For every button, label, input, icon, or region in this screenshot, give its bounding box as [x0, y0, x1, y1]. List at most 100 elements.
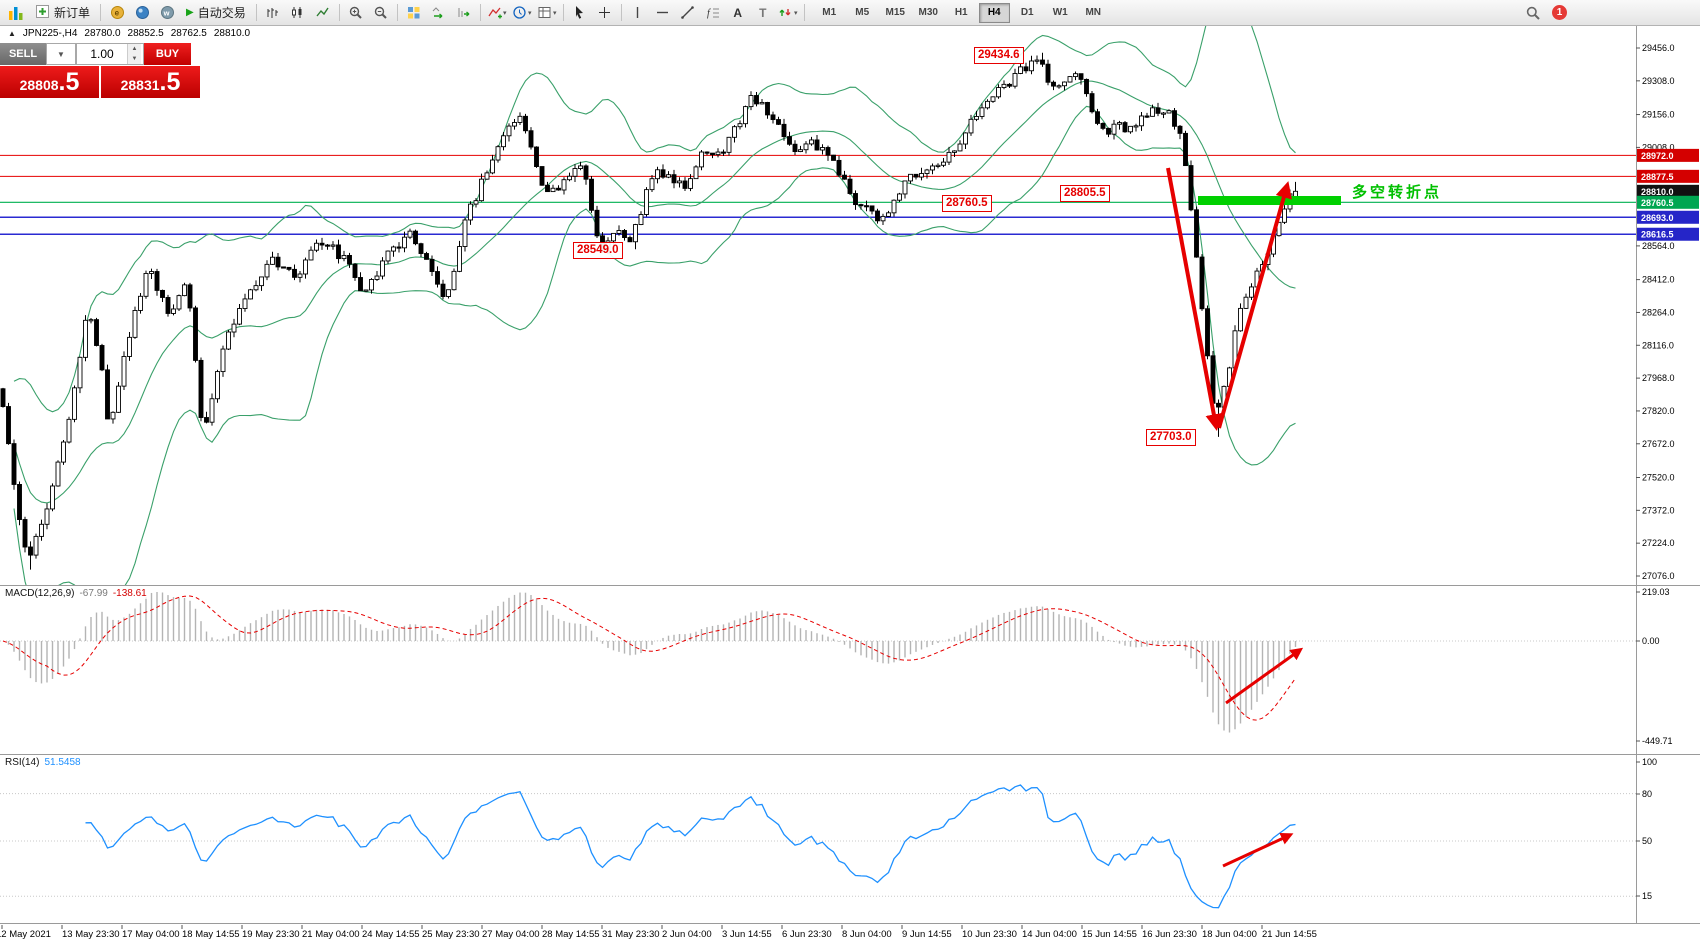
- horizontal-line-icon[interactable]: [651, 3, 675, 23]
- mql5-icon[interactable]: w: [155, 3, 179, 23]
- svg-text:15: 15: [1642, 891, 1652, 901]
- new-order-button[interactable]: 新订单: [29, 3, 96, 23]
- timeframe-button-m30[interactable]: M30: [918, 6, 938, 18]
- autotrading-button[interactable]: ▶ 自动交易: [180, 3, 252, 23]
- svg-text:w: w: [162, 8, 169, 17]
- svg-text:29156.0: 29156.0: [1642, 110, 1675, 120]
- svg-text:0.00: 0.00: [1642, 636, 1660, 646]
- svg-text:9 Jun 14:55: 9 Jun 14:55: [902, 929, 952, 940]
- sell-price-display[interactable]: 28808.5: [0, 66, 99, 98]
- svg-text:27520.0: 27520.0: [1642, 472, 1675, 482]
- cursor-icon[interactable]: [568, 3, 592, 23]
- text-tool-icon[interactable]: A: [733, 5, 743, 20]
- price-callout[interactable]: 28760.5: [942, 195, 992, 212]
- vertical-line-icon[interactable]: [626, 3, 650, 23]
- svg-text:28 May 14:55: 28 May 14:55: [542, 929, 600, 940]
- volume-input[interactable]: [77, 44, 127, 64]
- svg-text:28972.0: 28972.0: [1641, 151, 1674, 161]
- timeframe-group: M1 M5 M15 M30 H1 H4 D1 W1 MN: [813, 2, 1110, 23]
- stepper-up-icon[interactable]: ▲: [128, 44, 141, 54]
- indicators-icon[interactable]: ▾: [485, 3, 509, 23]
- price-marker: [1637, 195, 1699, 209]
- chart-shift-icon[interactable]: [452, 3, 476, 23]
- new-order-label: 新订单: [54, 6, 91, 20]
- rsi-value: 51.5458: [44, 757, 81, 768]
- timeframe-button-m15[interactable]: M15: [885, 6, 905, 18]
- buy-price-display[interactable]: 28831.5: [101, 66, 200, 98]
- arrows-tool-icon[interactable]: ▾: [776, 3, 800, 23]
- community-icon[interactable]: [130, 3, 154, 23]
- svg-text:28412.0: 28412.0: [1642, 275, 1675, 285]
- svg-text:19 May 23:30: 19 May 23:30: [242, 929, 300, 940]
- svg-text:18 Jun 04:00: 18 Jun 04:00: [1202, 929, 1257, 940]
- rsi-pane[interactable]: [0, 784, 1636, 909]
- fibonacci-icon[interactable]: f: [701, 3, 725, 23]
- line-chart-icon[interactable]: [311, 3, 335, 23]
- svg-text:28264.0: 28264.0: [1642, 307, 1675, 317]
- svg-text:100: 100: [1642, 757, 1657, 767]
- time-axis[interactable]: 12 May 2021 13 May 23:30 17 May 04:00 18 Ma…: [0, 925, 1317, 940]
- timeframe-button-m5[interactable]: M5: [855, 6, 870, 18]
- volume-stepper[interactable]: ▲ ▼: [127, 44, 141, 64]
- sell-price-pips: .5: [58, 68, 80, 96]
- toolbar-separator: [396, 4, 398, 21]
- bar-chart-icon[interactable]: [261, 3, 285, 23]
- search-icon[interactable]: [1521, 3, 1545, 23]
- collapse-triangle-icon[interactable]: ▲: [8, 29, 16, 38]
- svg-text:18 May 14:55: 18 May 14:55: [182, 929, 240, 940]
- price-callout[interactable]: 27703.0: [1146, 429, 1196, 446]
- svg-text:28693.0: 28693.0: [1641, 213, 1674, 223]
- timeframe-button-d1[interactable]: D1: [1020, 6, 1034, 18]
- zoom-out-icon[interactable]: [369, 3, 393, 23]
- toolbar-separator: [479, 4, 481, 21]
- svg-text:13 May 23:30: 13 May 23:30: [62, 929, 120, 940]
- sell-button[interactable]: SELL: [0, 43, 46, 65]
- price-callout[interactable]: 28549.0: [573, 242, 623, 259]
- svg-text:12 May 2021: 12 May 2021: [0, 929, 51, 940]
- zoom-in-icon[interactable]: [344, 3, 368, 23]
- buy-button[interactable]: BUY: [144, 43, 191, 65]
- svg-text:27224.0: 27224.0: [1642, 538, 1675, 548]
- stepper-down-icon[interactable]: ▼: [128, 54, 141, 64]
- svg-text:27820.0: 27820.0: [1642, 406, 1675, 416]
- templates-icon[interactable]: ▾: [535, 3, 559, 23]
- tile-windows-icon[interactable]: [402, 3, 426, 23]
- svg-text:14 Jun 04:00: 14 Jun 04:00: [1022, 929, 1077, 940]
- main-chart[interactable]: [0, 0, 1636, 603]
- symbol-ohlc-bar[interactable]: ▲ JPN225-,H4 28780.0 28852.5 28762.5 288…: [5, 28, 254, 39]
- candlestick-chart-icon[interactable]: [286, 3, 310, 23]
- macd-pane[interactable]: [0, 592, 1636, 733]
- price-callout[interactable]: 29434.6: [974, 47, 1024, 64]
- trendline-icon[interactable]: [676, 3, 700, 23]
- price-axis[interactable]: 29456.0 29308.0 29156.0 29008.0 28564.0 28412…: [0, 25, 1700, 924]
- mt4-logo: [4, 3, 28, 23]
- ohlc-low: 28762.5: [170, 28, 207, 39]
- chart-annotations[interactable]: [1166, 167, 1341, 431]
- notification-badge[interactable]: 1: [1552, 5, 1567, 20]
- svg-text:8 Jun 04:00: 8 Jun 04:00: [842, 929, 892, 940]
- timeframe-button-h1[interactable]: H1: [954, 6, 968, 18]
- timeframe-button-h4[interactable]: H4: [978, 2, 1010, 23]
- label-tool-icon[interactable]: T: [759, 5, 767, 20]
- down-trend-arrow: [1166, 167, 1223, 431]
- periods-icon[interactable]: ▾: [510, 3, 534, 23]
- play-icon: ▶: [186, 7, 194, 18]
- ohlc-close: 28810.0: [213, 28, 251, 39]
- auto-scroll-icon[interactable]: [427, 3, 451, 23]
- price-marker: [1637, 169, 1699, 183]
- volume-preset-dropdown[interactable]: ▼: [46, 43, 76, 65]
- autotrading-label: 自动交易: [197, 6, 246, 20]
- svg-text:6 Jun 23:30: 6 Jun 23:30: [782, 929, 832, 940]
- svg-text:27372.0: 27372.0: [1642, 505, 1675, 515]
- turning-point-annotation[interactable]: 多空转折点: [1352, 184, 1443, 201]
- timeframe-button-w1[interactable]: W1: [1052, 6, 1068, 18]
- svg-text:29008.0: 29008.0: [1642, 142, 1675, 152]
- metaeditor-icon[interactable]: e: [105, 3, 129, 23]
- svg-text:27076.0: 27076.0: [1642, 571, 1675, 581]
- price-callout[interactable]: 28805.5: [1060, 185, 1110, 202]
- crosshair-icon[interactable]: [593, 3, 617, 23]
- timeframe-button-mn[interactable]: MN: [1085, 6, 1102, 18]
- timeframe-button-m1[interactable]: M1: [822, 6, 837, 18]
- svg-text:15 Jun 14:55: 15 Jun 14:55: [1082, 929, 1137, 940]
